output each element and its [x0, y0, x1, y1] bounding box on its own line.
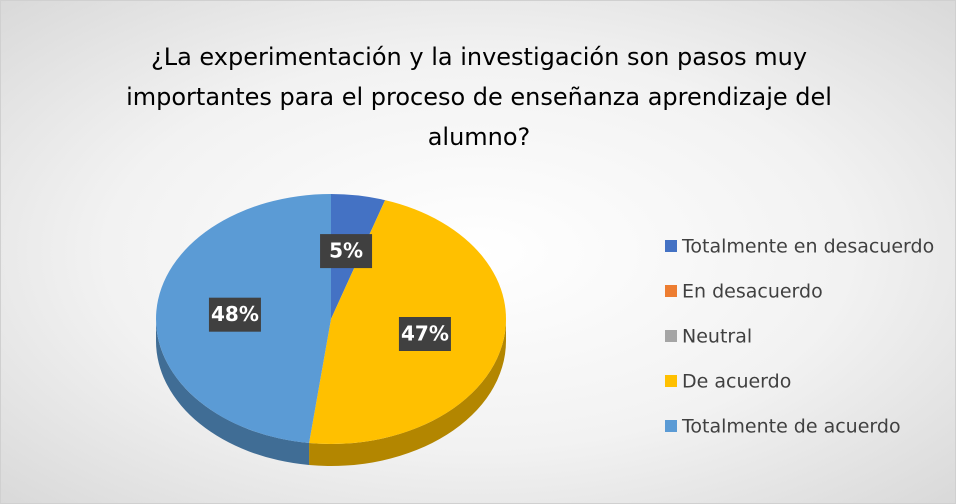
legend-label: De acuerdo — [682, 371, 791, 393]
legend-label: Totalmente en desacuerdo — [681, 236, 934, 258]
legend-swatch — [665, 330, 677, 342]
legend-label: Totalmente de acuerdo — [681, 416, 901, 438]
legend-swatch — [665, 240, 677, 252]
data-label: 5% — [329, 239, 363, 263]
data-label-box — [208, 297, 261, 332]
slice-side — [309, 319, 506, 466]
legend-swatch — [665, 420, 677, 432]
slice-side — [156, 319, 310, 466]
data-label: 48% — [211, 302, 259, 326]
data-label-box — [320, 234, 373, 269]
legend-swatch — [665, 285, 677, 297]
data-label-box — [398, 316, 451, 351]
data-label: 47% — [401, 321, 449, 345]
legend-label: En desacuerdo — [682, 281, 823, 303]
legend-swatch — [665, 375, 677, 387]
chart-title: ¿La experimentación y la investigación s… — [126, 43, 832, 151]
legend-label: Neutral — [682, 326, 752, 348]
